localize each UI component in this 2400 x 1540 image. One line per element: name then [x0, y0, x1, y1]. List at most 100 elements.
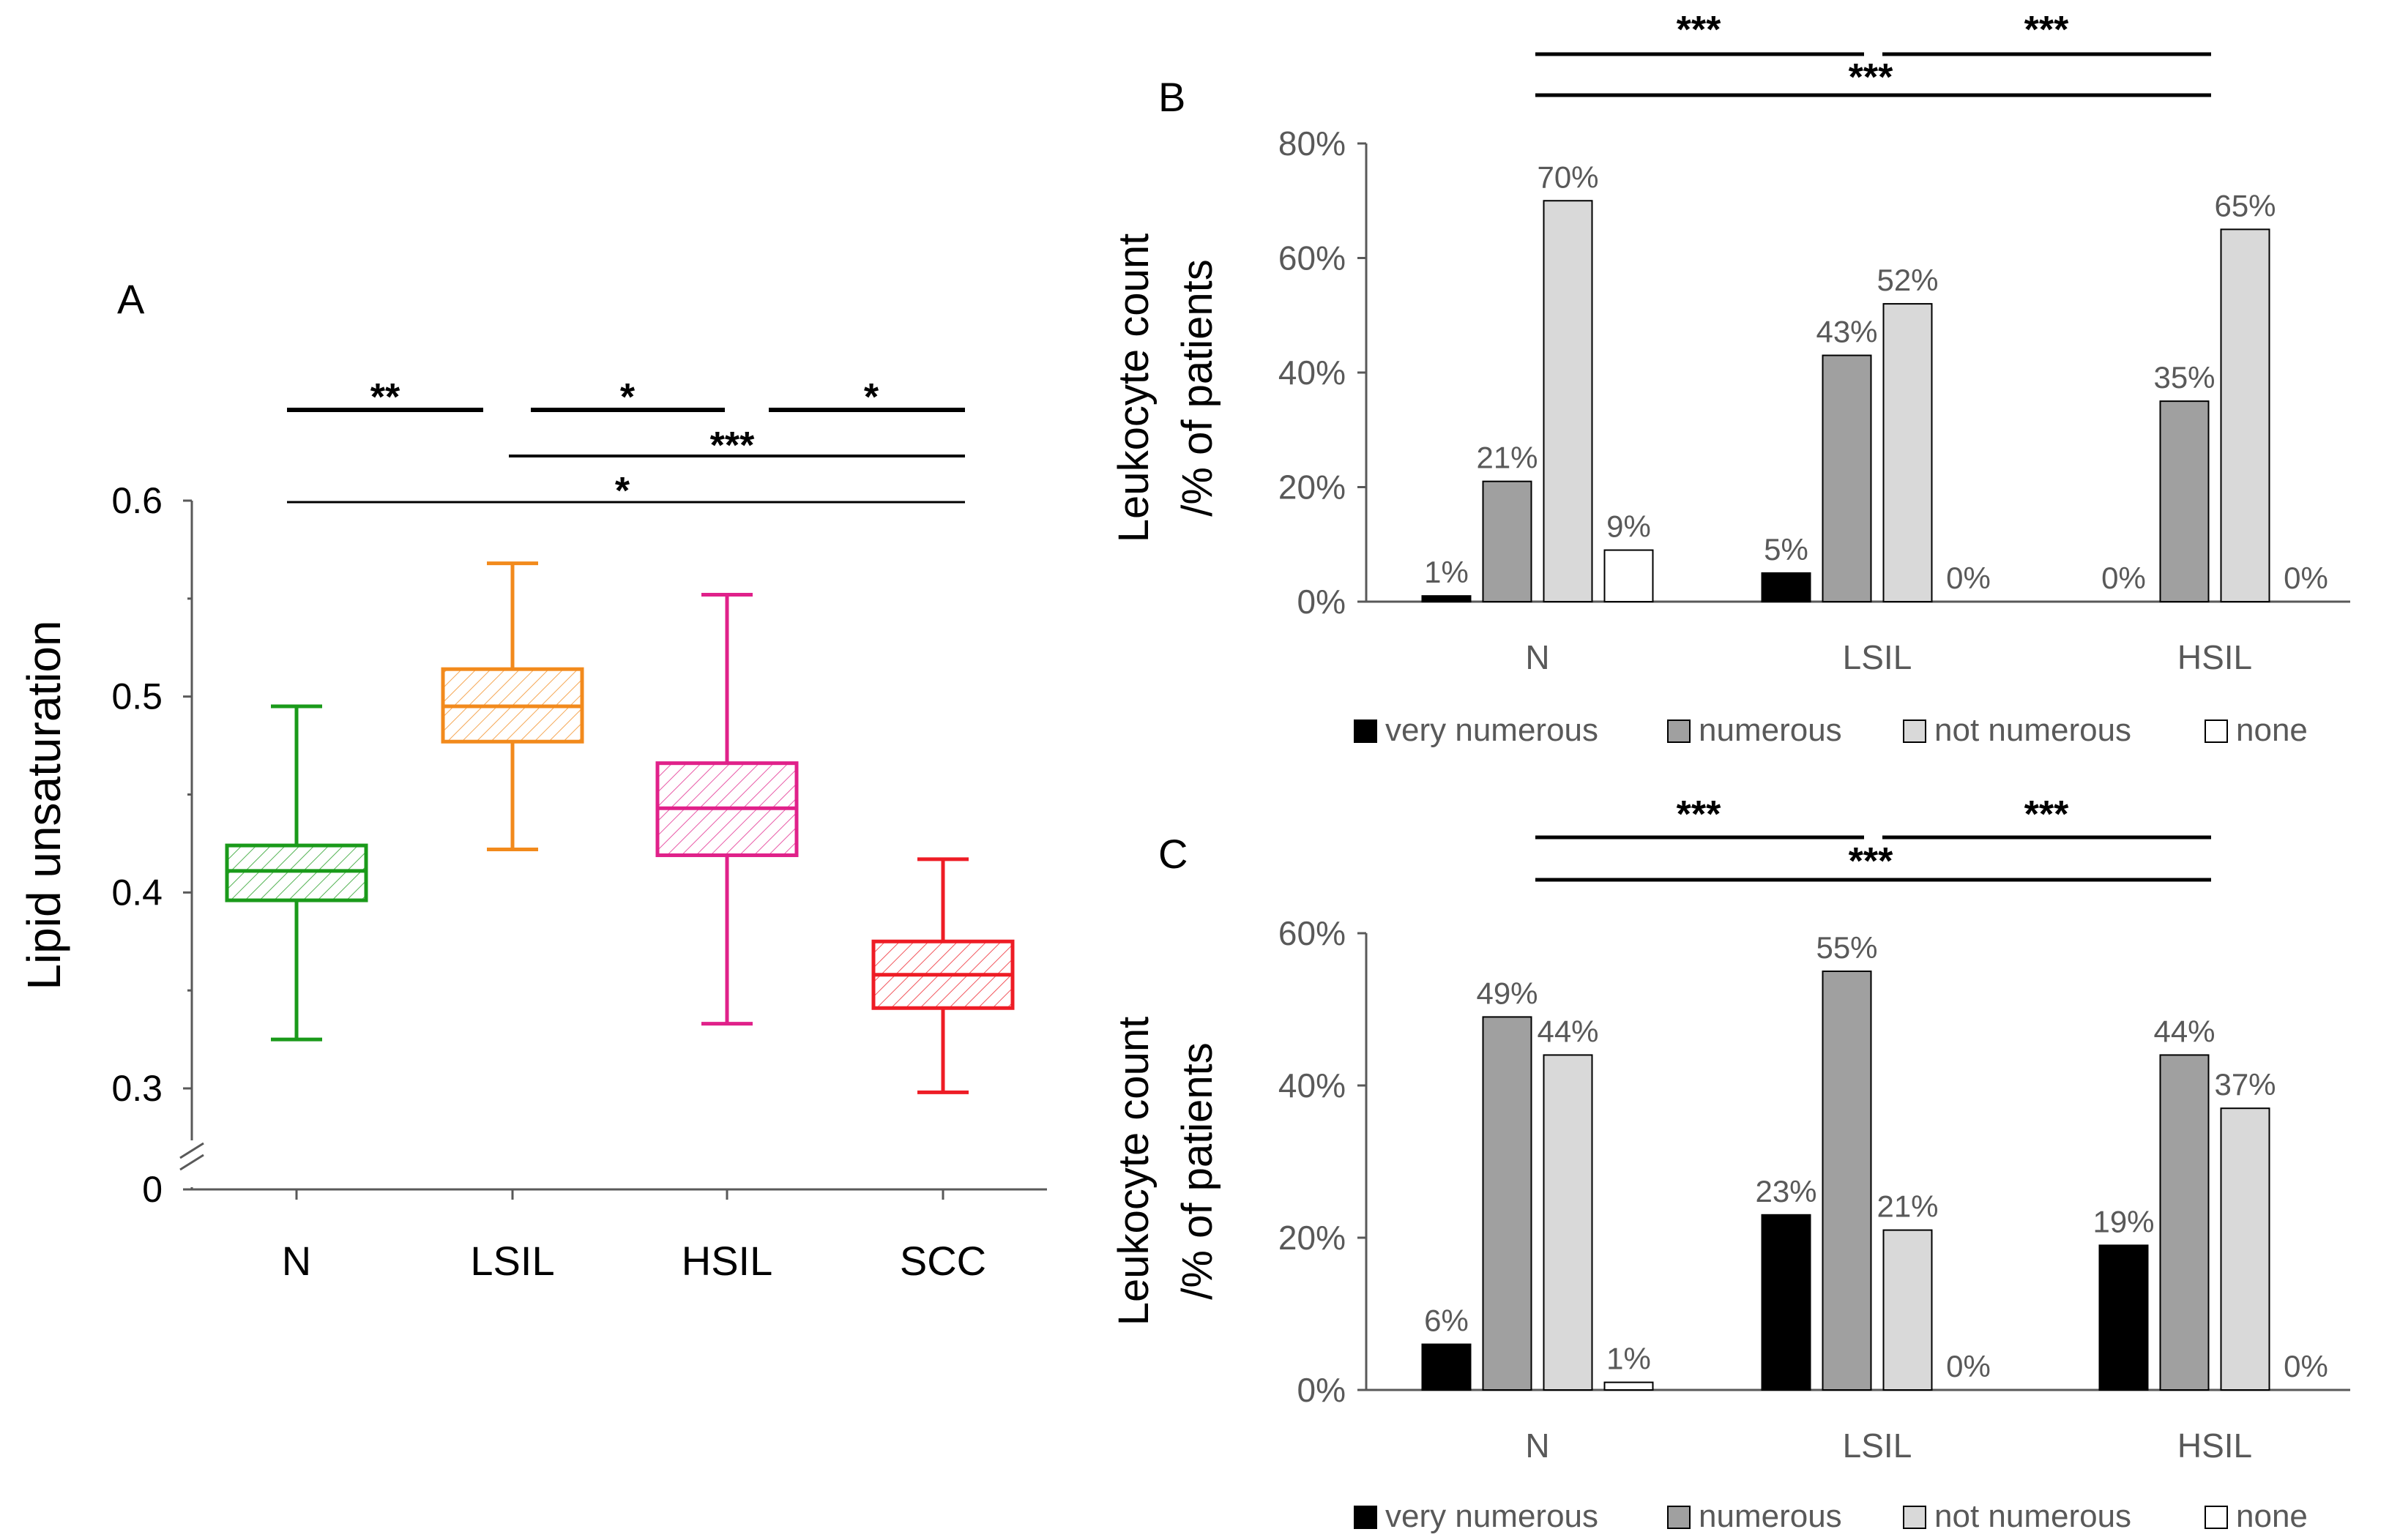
x-tick-label: LSIL [470, 1238, 554, 1284]
bar [1761, 1214, 1811, 1391]
legend-label: none [2236, 712, 2308, 748]
significance-label: *** [2024, 9, 2069, 51]
data-label: 44% [1537, 1014, 1598, 1048]
data-label: 52% [1877, 263, 1938, 297]
y-tick-label: 0% [1297, 1371, 1346, 1409]
y-tick-label: 0.3 [111, 1068, 163, 1109]
significance-label: * [615, 470, 630, 512]
bar [2098, 1244, 2149, 1391]
data-label: 21% [1476, 441, 1538, 475]
panel-b-ylabel-line2: /% of patients [1174, 259, 1221, 516]
legend-swatch [1354, 719, 1377, 743]
panel-a-axes [179, 501, 1047, 1191]
panel-a-marks: 00.30.40.50.6N LSIL HSIL SCC** * ***** [111, 376, 1015, 1284]
panel-label-b: B [1158, 74, 1185, 120]
significance-label: * [864, 376, 879, 419]
y-tick-label: 0.6 [111, 480, 163, 521]
significance-label: ** [370, 376, 400, 419]
bar [1882, 303, 1933, 602]
data-label: 21% [1877, 1189, 1938, 1224]
bar [2220, 1107, 2270, 1391]
y-tick-label: 0.5 [111, 676, 163, 717]
data-label: 9% [1606, 509, 1651, 544]
data-label: 0% [2284, 1349, 2328, 1383]
significance-label: *** [1849, 56, 1893, 99]
bar [1603, 549, 1654, 603]
y-tick-label: 40% [1278, 1066, 1346, 1104]
significance-label: *** [1677, 793, 1721, 836]
significance-label: *** [1677, 9, 1721, 51]
y-tick-label: 20% [1278, 468, 1346, 507]
panel-c-ylabel-line2: /% of patients [1174, 1042, 1221, 1299]
bar [2159, 1054, 2210, 1391]
legend-label: not numerous [1934, 1498, 2131, 1534]
x-tick-label: N [1525, 1427, 1549, 1465]
data-label: 0% [1946, 561, 1991, 595]
bar [1882, 1229, 1933, 1391]
x-tick-label: HSIL [682, 1238, 773, 1284]
significance-label: *** [710, 425, 755, 467]
legend-label: numerous [1699, 1498, 1842, 1534]
axis-break-mark [179, 1154, 204, 1171]
data-label: 23% [1755, 1174, 1816, 1208]
panel-label-c: C [1158, 831, 1188, 877]
data-label: 35% [2153, 360, 2215, 395]
legend-label: very numerous [1385, 1498, 1598, 1534]
legend-swatch [1903, 719, 1926, 743]
significance-label: * [620, 376, 636, 419]
x-tick-label: LSIL [1843, 1427, 1912, 1465]
panel-b-marks: 0% 20% 40% 60% 80% 1% 21% 70% 9% N 5% 43%52% 0% LSIL 0… [1278, 9, 2350, 748]
y-tick-label: 40% [1278, 354, 1346, 392]
x-tick-label: N [1525, 638, 1549, 676]
legend-label: numerous [1699, 712, 1842, 748]
data-label: 49% [1476, 976, 1538, 1010]
data-label: 0% [1946, 1349, 1991, 1383]
legend-label: not numerous [1934, 712, 2131, 748]
axis-break-mark [179, 1142, 204, 1159]
bar [1761, 572, 1811, 602]
data-label: 19% [2092, 1204, 2154, 1238]
x-tick-label: N [282, 1238, 311, 1284]
legend-label: very numerous [1385, 712, 1598, 748]
x-tick-label: SCC [900, 1238, 986, 1284]
bar [1482, 480, 1532, 602]
legend-label: none [2236, 1498, 2308, 1534]
panel-label-a: A [117, 276, 145, 322]
legend-swatch [2205, 719, 2228, 743]
bar [1421, 595, 1472, 602]
y-tick-label: 0% [1297, 583, 1346, 621]
data-label: 1% [1424, 555, 1469, 589]
y-tick-label: 0.4 [111, 872, 163, 913]
bar [1421, 1343, 1472, 1391]
legend-swatch [1667, 1506, 1691, 1529]
legend-swatch [2205, 1506, 2228, 1529]
data-label: 6% [1424, 1304, 1469, 1338]
bar [1543, 200, 1593, 602]
y-tick-label: 20% [1278, 1219, 1346, 1257]
y-tick-label: 60% [1278, 914, 1346, 952]
data-label: 43% [1816, 315, 1877, 349]
bar [1543, 1054, 1593, 1391]
data-label: 1% [1606, 1342, 1651, 1376]
x-tick-label: LSIL [1843, 638, 1912, 676]
panel-b-ylabel-line1: Leukocyte count [1110, 233, 1158, 542]
data-label: 70% [1537, 160, 1598, 194]
significance-label: *** [1849, 840, 1893, 883]
legend-swatch [1667, 719, 1691, 743]
panel-a-ylabel: Lipid unsaturation [18, 620, 70, 990]
bar [1822, 354, 1872, 602]
data-label: 65% [2214, 188, 2276, 223]
legend-swatch [1903, 1506, 1926, 1529]
panel-c-marks: 0% 20% 40% 60% 6% 49% 44% 1% N 23% 55% 21% 0% LSIL 19%… [1278, 793, 2350, 1534]
y-tick-label: 80% [1278, 124, 1346, 162]
data-label: 5% [1764, 532, 1808, 567]
y-tick-label: 60% [1278, 239, 1346, 277]
data-label: 55% [1816, 930, 1877, 965]
data-label: 44% [2153, 1014, 2215, 1048]
data-label: 0% [2101, 561, 2146, 595]
y-tick-label: 0 [142, 1169, 163, 1210]
legend-swatch [1354, 1506, 1377, 1529]
bar [1822, 971, 1872, 1391]
data-label: 37% [2214, 1067, 2276, 1102]
significance-label: *** [2024, 793, 2069, 836]
